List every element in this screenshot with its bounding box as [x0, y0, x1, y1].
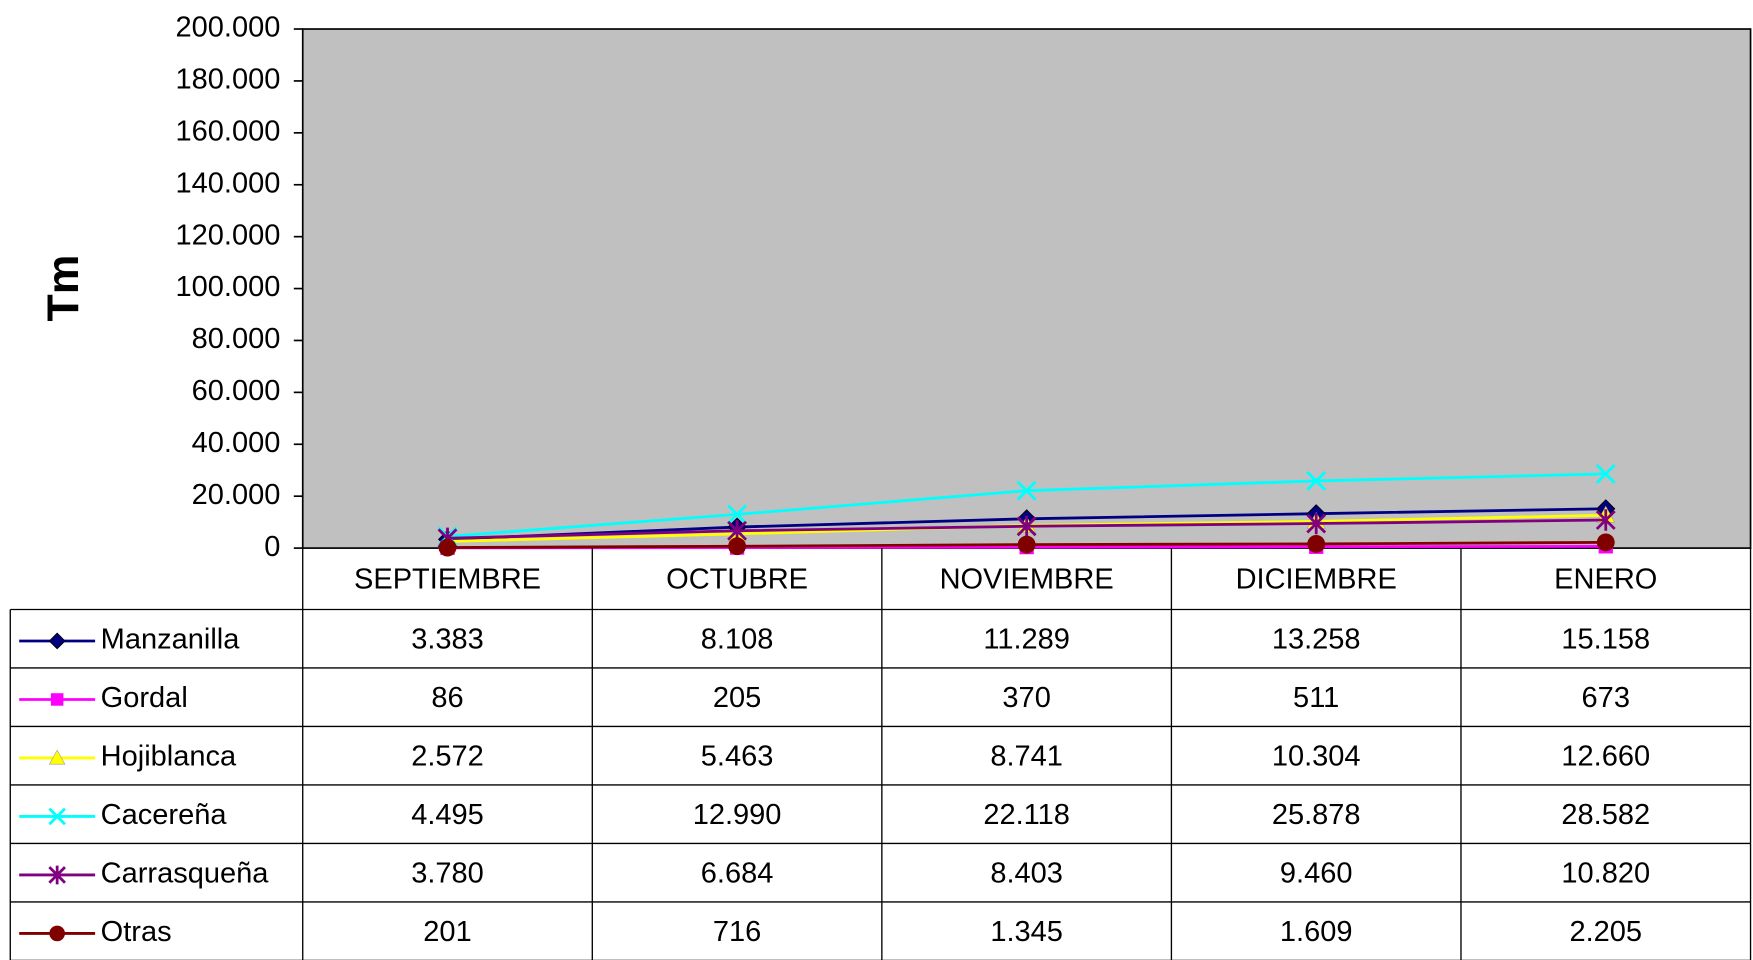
table-cell: 25.878 — [1272, 799, 1361, 831]
legend-label: Carrasqueña — [101, 858, 270, 890]
y-tick-label: 80.000 — [192, 323, 281, 355]
marker — [48, 807, 66, 826]
table-cell: 370 — [1002, 682, 1050, 714]
marker — [1595, 509, 1616, 531]
x-tick-label: SEPTIEMBRE — [354, 564, 541, 596]
table-cell: 3.780 — [411, 858, 484, 890]
table-cell: 8.403 — [990, 858, 1063, 890]
table-cell: 5.463 — [701, 741, 774, 773]
x-tick-label: NOVIEMBRE — [940, 564, 1114, 596]
legend-label: Manzanilla — [101, 624, 241, 656]
table-cell: 10.304 — [1272, 741, 1361, 773]
y-tick-label: 140.000 — [176, 167, 281, 199]
table-cell: 716 — [713, 916, 761, 948]
table-cell: 2.205 — [1569, 916, 1642, 948]
table-cell: 12.990 — [693, 799, 782, 831]
table-cell: 12.660 — [1561, 741, 1650, 773]
table-cell: 2.572 — [411, 741, 484, 773]
table-cell: 1.609 — [1280, 916, 1353, 948]
x-tick-label: OCTUBRE — [666, 564, 808, 596]
x-tick-label: ENERO — [1554, 564, 1657, 596]
marker — [1016, 515, 1037, 538]
marker — [1307, 534, 1326, 553]
table-cell: 3.383 — [411, 624, 484, 656]
marker — [48, 865, 66, 885]
marker — [1306, 512, 1327, 535]
y-tick-label: 160.000 — [176, 116, 281, 148]
y-axis-label: Tm — [39, 255, 88, 322]
table-cell: 28.582 — [1561, 799, 1650, 831]
table-cell: 15.158 — [1561, 624, 1650, 656]
plot-area — [301, 28, 1752, 549]
table-cell: 673 — [1582, 682, 1630, 714]
table-cell: 86 — [431, 682, 463, 714]
legend-label: Otras — [101, 916, 172, 948]
marker — [1016, 480, 1037, 501]
table-cell: 9.460 — [1280, 858, 1353, 890]
y-tick-label: 40.000 — [192, 427, 281, 459]
table-cell: 13.258 — [1272, 624, 1361, 656]
y-tick-label: 180.000 — [176, 64, 281, 96]
table-cell: 22.118 — [983, 799, 1070, 831]
y-tick-label: 20.000 — [192, 479, 281, 511]
table-cell: 205 — [713, 682, 761, 714]
x-tick-label: DICIEMBRE — [1236, 564, 1397, 596]
legend-label: Gordal — [101, 682, 188, 714]
table-cell: 4.495 — [411, 799, 484, 831]
table-cell: 6.684 — [701, 858, 774, 890]
table-cell: 8.108 — [701, 624, 774, 656]
marker — [1596, 533, 1615, 552]
marker — [48, 749, 66, 765]
y-tick-label: 100.000 — [176, 271, 281, 303]
y-tick-label: 60.000 — [192, 375, 281, 407]
marker — [438, 538, 457, 557]
table-cell: 1.345 — [990, 916, 1063, 948]
marker — [1306, 471, 1327, 491]
table-cell: 8.741 — [990, 741, 1063, 773]
marker — [727, 504, 747, 525]
marker — [50, 693, 64, 706]
marker — [48, 632, 66, 650]
y-tick-label: 0 — [264, 531, 280, 563]
legend-label: Hojiblanca — [101, 741, 237, 773]
y-tick-label: 200.000 — [176, 12, 281, 44]
table-cell: 201 — [423, 916, 471, 948]
y-tick-label: 120.000 — [176, 219, 281, 251]
table-cell: 511 — [1293, 682, 1339, 714]
table-cell: 11.289 — [983, 624, 1070, 656]
marker — [1595, 463, 1616, 484]
table-cell: 10.820 — [1561, 858, 1650, 890]
marker — [49, 925, 65, 942]
marker — [1017, 535, 1036, 554]
legend-label: Cacereña — [101, 799, 228, 831]
marker — [728, 537, 747, 556]
